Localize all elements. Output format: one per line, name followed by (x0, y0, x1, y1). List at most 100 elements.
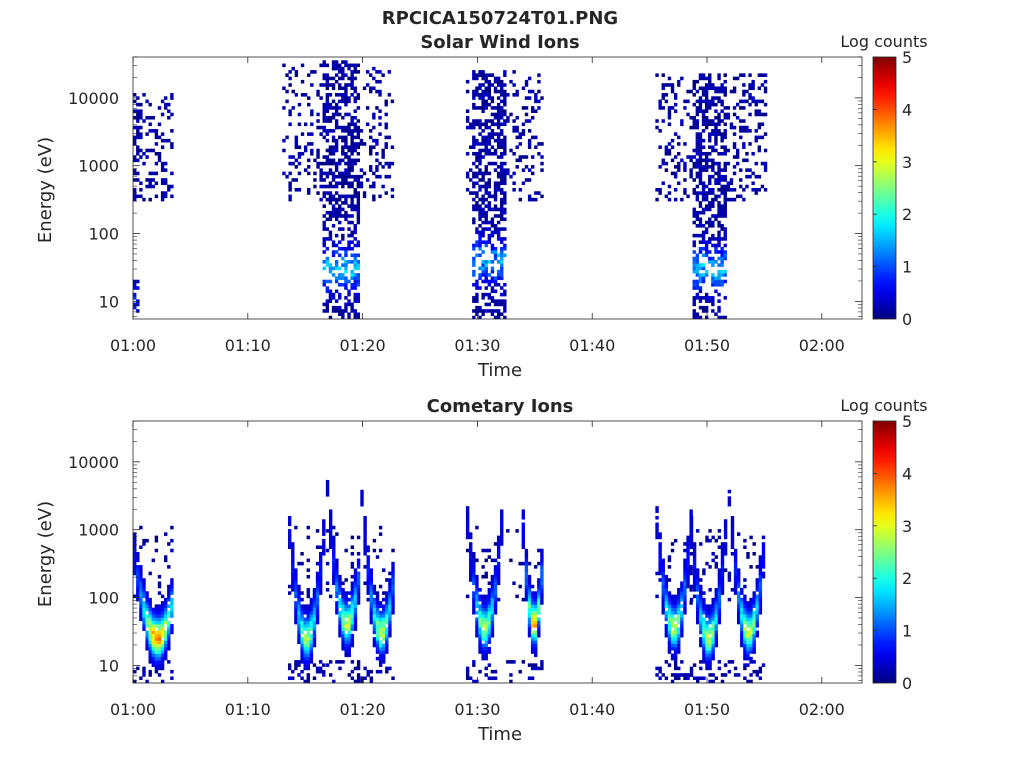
heatmap-cell (388, 591, 392, 595)
heatmap-cell (350, 165, 354, 169)
heatmap-cell (372, 643, 377, 648)
heatmap-cell (472, 679, 476, 683)
heatmap-cell (481, 201, 485, 205)
heatmap-cell (500, 155, 504, 159)
heatmap-cell (720, 250, 724, 254)
heatmap-cell (708, 607, 712, 612)
heatmap-cell (509, 79, 513, 84)
heatmap-cell (701, 112, 706, 117)
panel-title: Cometary Ions (427, 396, 574, 417)
heatmap-cell (490, 620, 495, 625)
heatmap-cell (733, 578, 738, 582)
heatmap-cell (689, 89, 693, 94)
heatmap-cell (751, 96, 755, 100)
heatmap-cell (332, 538, 336, 543)
heatmap-cell (746, 552, 750, 556)
heatmap-cell (500, 115, 504, 120)
heatmap-cell (749, 637, 753, 641)
heatmap-cell (490, 604, 495, 608)
heatmap-cell (752, 660, 756, 664)
heatmap-cell (670, 673, 675, 677)
heatmap-cell (527, 620, 532, 625)
heatmap-cell (472, 161, 476, 166)
heatmap-cell (309, 640, 314, 644)
heatmap-cell (692, 309, 696, 313)
heatmap-cell (503, 305, 507, 310)
heatmap-cell (341, 135, 345, 140)
heatmap-cell (698, 142, 703, 146)
heatmap-cell (760, 161, 765, 166)
heatmap-cell (755, 565, 759, 569)
heatmap-cell (484, 646, 488, 651)
heatmap-cell (359, 138, 364, 143)
heatmap-cell (372, 597, 377, 602)
heatmap-cell (729, 178, 734, 182)
heatmap-cell (472, 181, 476, 186)
heatmap-cell (369, 571, 374, 576)
heatmap-cell (537, 633, 541, 638)
heatmap-cell (500, 145, 504, 149)
heatmap-cell (139, 102, 143, 107)
heatmap-cell (139, 135, 143, 140)
heatmap-cell (378, 617, 383, 622)
heatmap-cell (711, 607, 715, 612)
heatmap-cell (294, 165, 299, 169)
heatmap-cell (698, 99, 703, 104)
heatmap-cell (484, 214, 488, 218)
heatmap-cell (481, 106, 485, 110)
heatmap-cell (717, 529, 722, 533)
heatmap-cell (677, 588, 681, 592)
heatmap-cell (692, 220, 696, 225)
heatmap-cell (496, 115, 501, 120)
heatmap-cell (699, 666, 703, 671)
heatmap-cell (496, 79, 501, 84)
heatmap-cell (164, 643, 168, 648)
heatmap-cell (723, 145, 727, 149)
heatmap-cell (711, 653, 715, 658)
heatmap-cell (334, 260, 339, 264)
heatmap-cell (743, 676, 747, 681)
heatmap-cell (353, 666, 358, 671)
heatmap-cell (384, 125, 388, 130)
heatmap-cell (338, 620, 342, 625)
heatmap-cell (496, 122, 501, 127)
heatmap-cell (472, 581, 476, 586)
heatmap-cell (310, 142, 314, 146)
heatmap-cell (484, 138, 488, 143)
heatmap-cell (664, 617, 669, 622)
heatmap-cell (472, 571, 476, 576)
colorbar-gradient (872, 420, 897, 684)
heatmap-cell (500, 522, 504, 527)
heatmap-cell (142, 627, 146, 631)
heatmap-cell (316, 151, 320, 156)
heatmap-cell (341, 129, 345, 133)
heatmap-cell (334, 279, 339, 284)
heatmap-cell (157, 122, 162, 127)
heatmap-cell (689, 673, 694, 677)
heatmap-cell (720, 214, 724, 218)
heatmap-cell (157, 614, 162, 618)
heatmap-cell (322, 191, 326, 195)
heatmap-cell (478, 276, 482, 280)
heatmap-cell (761, 571, 766, 576)
heatmap-cell (534, 640, 538, 644)
heatmap-cell (661, 610, 665, 615)
heatmap-cell (730, 529, 735, 533)
heatmap-cell (388, 607, 392, 612)
heatmap-cell (157, 646, 162, 651)
heatmap-cell (743, 617, 747, 622)
heatmap-cell (319, 171, 323, 176)
heatmap-cell (708, 79, 712, 84)
heatmap-cell (673, 174, 678, 179)
heatmap-cell (338, 214, 342, 218)
heatmap-cell (723, 194, 727, 199)
heatmap-cell (325, 663, 330, 667)
heatmap-cell (708, 565, 712, 569)
heatmap-cell (481, 312, 485, 317)
heatmap-cell (751, 171, 755, 176)
heatmap-cell (139, 607, 143, 612)
heatmap-cell (717, 161, 721, 166)
heatmap-cell (711, 624, 715, 628)
heatmap-cell (375, 640, 380, 644)
heatmap-cell (157, 574, 162, 579)
